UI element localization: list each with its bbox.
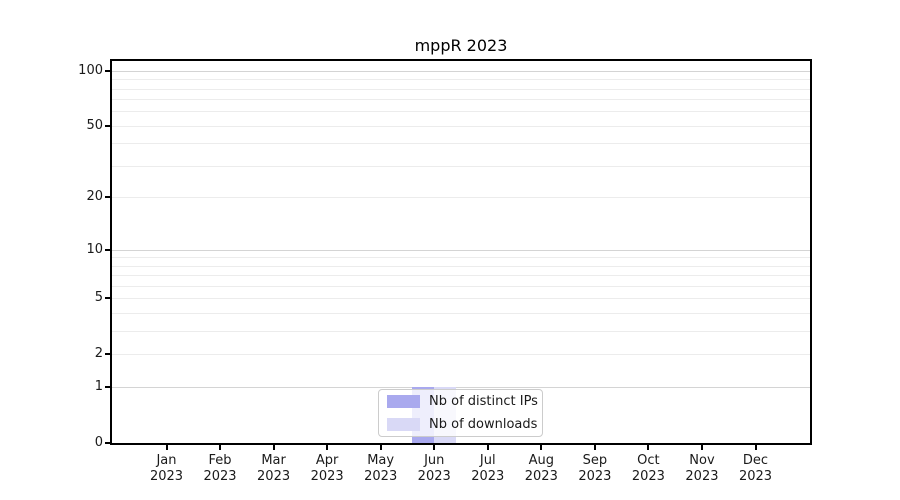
x-axis-tick bbox=[379, 445, 382, 450]
x-axis-tick bbox=[165, 445, 168, 450]
y-tick-label: 2 bbox=[94, 346, 103, 362]
gridline-minor bbox=[112, 79, 810, 81]
y-axis-tick bbox=[105, 124, 110, 127]
y-tick-label: 50 bbox=[86, 117, 103, 133]
gridline-minor bbox=[112, 111, 810, 113]
x-tick-label: Oct 2023 bbox=[631, 453, 665, 484]
x-axis-tick bbox=[593, 445, 596, 450]
gridline-minor bbox=[112, 99, 810, 101]
legend-swatch-downloads bbox=[387, 418, 420, 431]
gridline-minor bbox=[112, 298, 810, 300]
gridline-minor bbox=[112, 275, 810, 277]
x-axis-tick bbox=[647, 445, 650, 450]
y-tick-label: 100 bbox=[78, 62, 103, 78]
x-tick-label: Feb 2023 bbox=[203, 453, 237, 484]
y-axis-tick bbox=[105, 386, 110, 389]
gridline-major bbox=[112, 249, 810, 251]
x-axis-tick bbox=[433, 445, 436, 450]
y-axis-tick bbox=[105, 297, 110, 300]
gridline-minor bbox=[112, 257, 810, 259]
y-axis-tick bbox=[105, 69, 110, 72]
legend-item-downloads: Nb of downloads bbox=[379, 413, 542, 436]
x-tick-label: Jan 2023 bbox=[149, 453, 184, 484]
x-axis-tick bbox=[700, 445, 703, 450]
x-tick-label: Jul 2023 bbox=[471, 453, 505, 484]
y-axis-tick bbox=[105, 196, 110, 199]
legend-label-distinct-ips: Nb of distinct IPs bbox=[429, 394, 538, 409]
x-tick-label: Mar 2023 bbox=[257, 453, 291, 484]
plot-area: Nb of distinct IPs Nb of downloads bbox=[110, 59, 812, 445]
x-tick-label: Apr 2023 bbox=[310, 453, 344, 484]
x-tick-label: Nov 2023 bbox=[685, 453, 719, 484]
gridline-minor bbox=[112, 166, 810, 168]
x-tick-label: Dec 2023 bbox=[738, 453, 773, 484]
x-axis-tick bbox=[219, 445, 222, 450]
gridline-minor bbox=[112, 197, 810, 199]
y-tick-label: 0 bbox=[94, 435, 103, 450]
gridline-minor bbox=[112, 354, 810, 356]
y-axis-tick bbox=[105, 353, 110, 356]
gridline-minor bbox=[112, 286, 810, 288]
x-tick-label: Jun 2023 bbox=[417, 453, 451, 484]
y-tick-label: 10 bbox=[86, 241, 103, 257]
x-tick-label: Aug 2023 bbox=[524, 453, 558, 484]
x-tick-label: Sep 2023 bbox=[578, 453, 612, 484]
gridline-minor bbox=[112, 143, 810, 145]
legend-item-distinct-ips: Nb of distinct IPs bbox=[379, 390, 542, 413]
gridline-minor bbox=[112, 265, 810, 267]
x-tick-label: May 2023 bbox=[364, 453, 398, 484]
legend-label-downloads: Nb of downloads bbox=[429, 417, 538, 432]
legend-swatch-distinct-ips bbox=[387, 395, 420, 408]
y-tick-label: 1 bbox=[94, 379, 103, 395]
x-axis-tick bbox=[486, 445, 489, 450]
gridline-major bbox=[112, 387, 810, 389]
x-axis-tick bbox=[326, 445, 329, 450]
gridline-minor bbox=[112, 331, 810, 333]
y-tick-label: 5 bbox=[94, 290, 103, 306]
x-axis-tick bbox=[272, 445, 275, 450]
legend: Nb of distinct IPs Nb of downloads bbox=[378, 389, 543, 437]
chart-title: mppR 2023 bbox=[414, 36, 508, 55]
gridline-major bbox=[112, 70, 810, 72]
gridline-minor bbox=[112, 88, 810, 90]
y-axis-tick bbox=[105, 442, 110, 444]
gridline-minor bbox=[112, 313, 810, 315]
x-axis-tick bbox=[754, 445, 757, 450]
gridline-minor bbox=[112, 125, 810, 127]
y-axis-tick bbox=[105, 248, 110, 251]
y-tick-label: 20 bbox=[86, 189, 103, 205]
x-axis-tick bbox=[540, 445, 543, 450]
